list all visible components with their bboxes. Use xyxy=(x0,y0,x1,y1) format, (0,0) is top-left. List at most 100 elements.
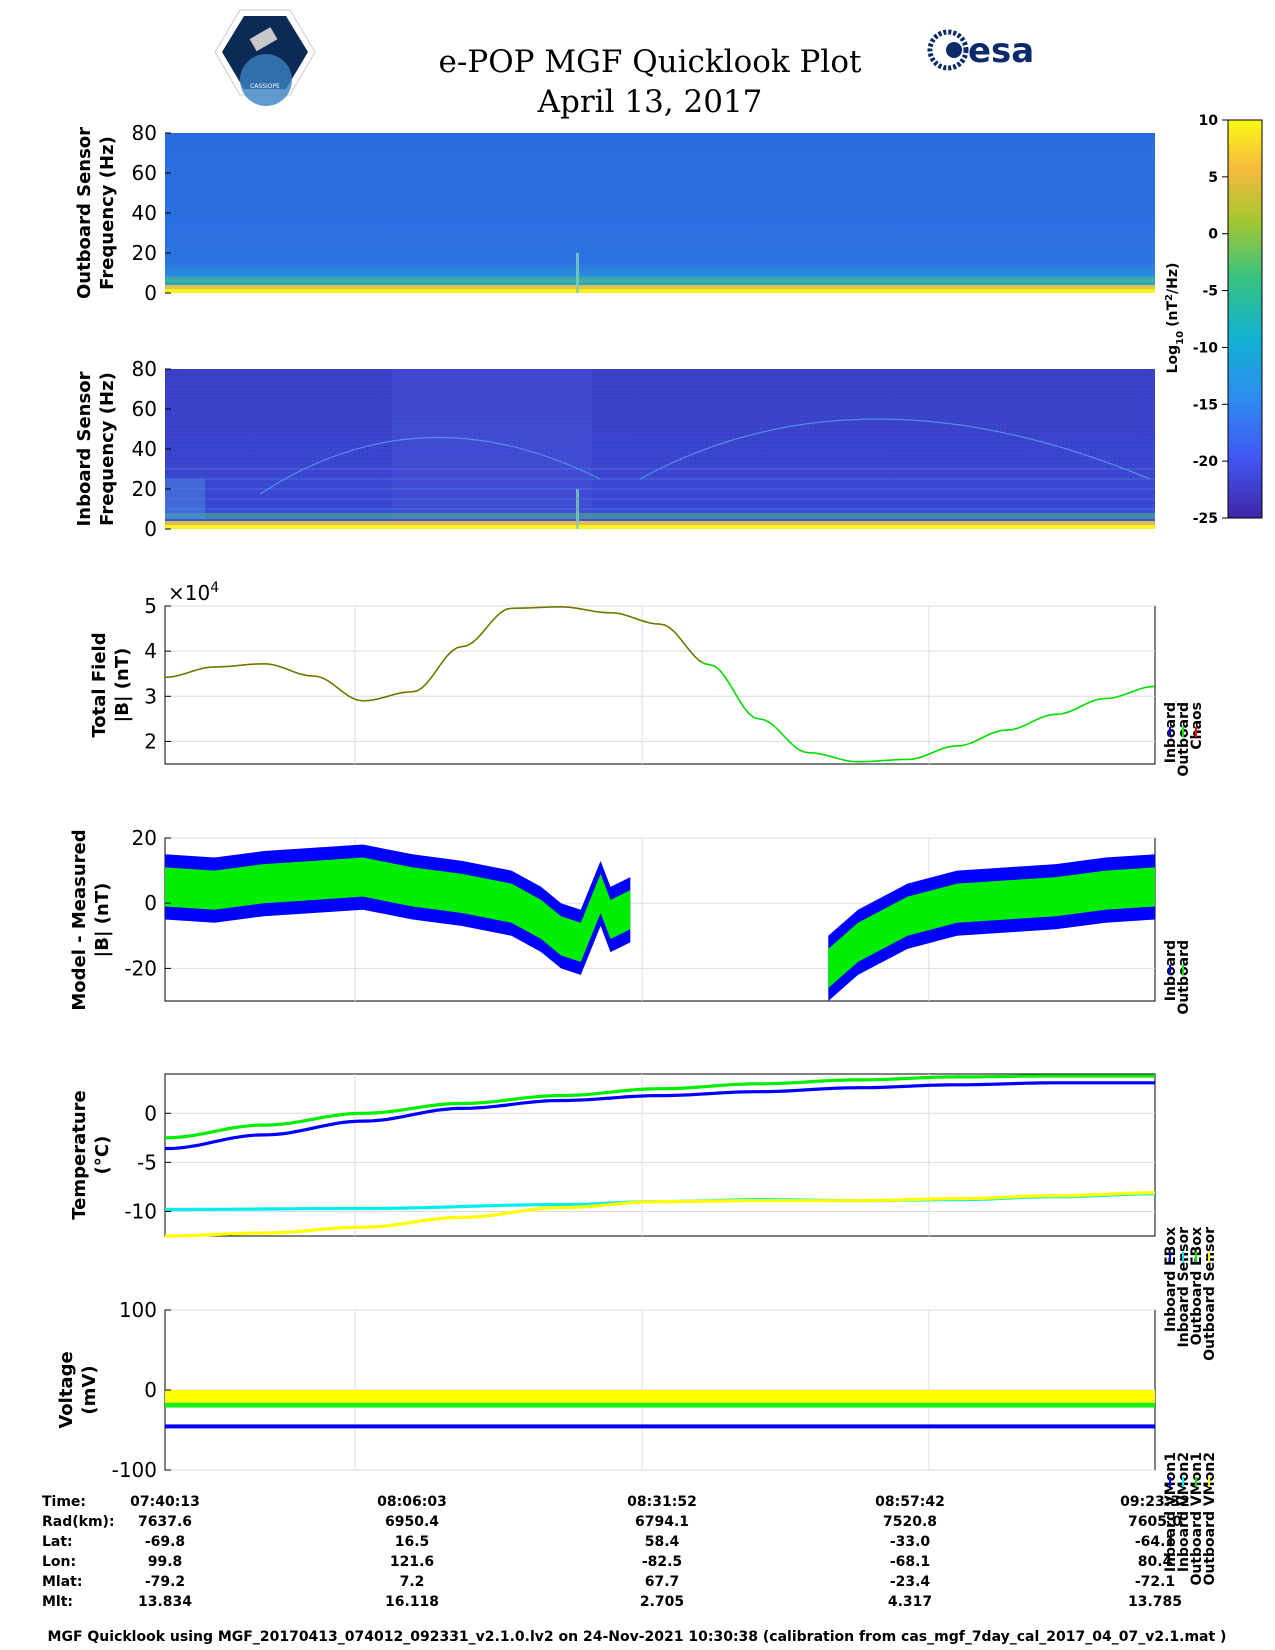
inboard-ytick-1: 20 xyxy=(132,477,157,501)
orbit-cell-5-1: 16.118 xyxy=(385,1594,439,1610)
colorbar-tick-4: -10 xyxy=(1193,340,1219,356)
orbit-cell-0-0: 07:40:13 xyxy=(130,1494,200,1510)
legend-inboard-vmon1: Inboard VMon1 xyxy=(1163,1452,1179,1572)
voltage-panel: -100 0 100 Voltage (mV) Inboard VMon1Inboa… xyxy=(56,1298,1218,1586)
temperature-ytick-1: -5 xyxy=(137,1150,157,1174)
legend-outboard: Outboard xyxy=(1176,940,1192,1015)
orbit-cell-5-2: 2.705 xyxy=(640,1594,684,1610)
colorbar-tick-5: -15 xyxy=(1193,397,1218,413)
colorbar-tick-3: -5 xyxy=(1202,284,1218,300)
temperature-line-outboard-sensor xyxy=(165,1191,1155,1238)
temperature-panel: -10 -5 0 Temperature (°C) Inboard EBoxInbo… xyxy=(69,1073,1218,1361)
voltage-ytick-1: 0 xyxy=(144,1378,157,1402)
outboard-ytick-3: 60 xyxy=(132,161,157,185)
colorbar-tick-0: 10 xyxy=(1199,113,1219,129)
total-field-ytick-1: 3 xyxy=(144,684,157,708)
temperature-line-outboard-ebox xyxy=(164,1074,1155,1140)
total-field-ytick-0: 2 xyxy=(144,729,157,753)
model-measured-ylabel-1: Model - Measured xyxy=(69,829,90,1010)
outboard-band-right xyxy=(828,867,1155,988)
outboard-ytick-2: 40 xyxy=(132,201,157,225)
total-field-exponent-base: ×10 xyxy=(168,581,210,605)
colorbar-tick-7: -25 xyxy=(1193,511,1218,527)
colorbar-tick-2: 0 xyxy=(1208,227,1218,243)
inboard-ytick-4: 80 xyxy=(132,357,157,381)
orbit-cell-1-1: 6950.4 xyxy=(385,1514,439,1530)
total-field-exponent-power: 4 xyxy=(210,580,219,596)
outboard-ytick-1: 20 xyxy=(132,241,157,265)
temperature-ytick-0: -10 xyxy=(124,1199,157,1223)
outboard-ytick-4: 80 xyxy=(132,121,157,145)
colorbar-tick-1: 5 xyxy=(1208,170,1218,186)
voltage-ytick-0: -100 xyxy=(112,1458,157,1482)
orbit-table: Time: 07:40:13 08:06:03 08:31:52 08:57:42 09:… xyxy=(42,1494,1190,1610)
temperature-ylabel-2: (°C) xyxy=(92,1136,113,1175)
inboard-spectrogram-panel: Inboard Sensor Frequency (Hz) 0 20 40 60 80 xyxy=(74,357,1155,541)
dc-band xyxy=(165,289,1155,293)
outboard-spectrogram-panel: Outboard Sensor Frequency (Hz) 0 20 40 60 80 xyxy=(74,121,1155,305)
cassiope-logo: CASSIOPE xyxy=(214,9,316,106)
outboard-vmon2-band xyxy=(165,1390,1155,1403)
title-line1: e-POP MGF Quicklook Plot xyxy=(439,44,862,80)
orbit-cell-1-4: 7605.0 xyxy=(1128,1514,1182,1530)
colorbar-tick-6: -20 xyxy=(1193,454,1219,470)
voltage-ytick-2: 100 xyxy=(119,1298,157,1322)
orbit-cell-5-0: 13.834 xyxy=(138,1594,192,1610)
inboard-vmon1-line xyxy=(165,1424,1155,1429)
inboard-ytick-3: 60 xyxy=(132,397,157,421)
dc-band xyxy=(165,525,1155,529)
esa-logo-text: esa xyxy=(968,31,1034,71)
colorbar-label-base: Log xyxy=(1165,345,1181,374)
orbit-cell-1-0: 7637.6 xyxy=(138,1514,192,1530)
esa-logo: esa xyxy=(927,29,1034,71)
outboard-band-left xyxy=(165,857,631,962)
orbit-cell-5-4: 13.785 xyxy=(1128,1594,1182,1610)
inboard-ytick-0: 0 xyxy=(144,517,157,541)
orbit-row-label-1: Rad(km): xyxy=(42,1514,115,1530)
orbit-row-label-2: Lat: xyxy=(42,1534,73,1550)
orbit-cell-0-1: 08:06:03 xyxy=(377,1494,447,1510)
orbit-cell-5-3: 4.317 xyxy=(888,1594,932,1610)
orbit-cell-3-1: 121.6 xyxy=(390,1554,434,1570)
orbit-cell-4-2: 67.7 xyxy=(645,1574,680,1590)
legend-outboard: Outboard xyxy=(1176,702,1192,777)
orbit-cell-1-3: 7520.8 xyxy=(883,1514,937,1530)
orbit-cell-4-1: 7.2 xyxy=(400,1574,425,1590)
orbit-cell-0-2: 08:31:52 xyxy=(627,1494,697,1510)
temperature-ytick-2: 0 xyxy=(144,1101,157,1125)
temperature-ylabel-1: Temperature xyxy=(69,1090,90,1219)
legend-outboard-ebox: Outboard EBox xyxy=(1189,1227,1205,1345)
inboard-ylabel-2: Frequency (Hz) xyxy=(97,372,118,526)
legend-outboard-vmon2: Outboard VMon2 xyxy=(1202,1452,1218,1586)
orbit-cell-4-4: -72.1 xyxy=(1135,1574,1175,1590)
model-measured-ytick-2: 20 xyxy=(132,826,157,850)
orbit-cell-3-4: 80.4 xyxy=(1138,1554,1173,1570)
voltage-ylabel-2: (mV) xyxy=(79,1365,100,1414)
orbit-cell-2-4: -64.1 xyxy=(1135,1534,1175,1550)
orbit-row-label-4: Mlat: xyxy=(42,1574,82,1590)
orbit-cell-4-0: -79.2 xyxy=(145,1574,185,1590)
svg-text:×104: ×104 xyxy=(168,580,219,605)
orbit-cell-3-2: -82.5 xyxy=(642,1554,682,1570)
total-field-ylabel-2: |B| (nT) xyxy=(112,648,133,723)
total-field-ytick-3: 5 xyxy=(144,594,157,618)
title-line2: April 13, 2017 xyxy=(537,84,763,120)
temperature-line-inboard-ebox xyxy=(164,1081,1155,1151)
orbit-cell-2-2: 58.4 xyxy=(645,1534,680,1550)
orbit-row-label-3: Lon: xyxy=(42,1554,76,1570)
outboard-ylabel-2: Frequency (Hz) xyxy=(97,136,118,290)
voltage-ylabel-1: Voltage xyxy=(56,1351,77,1428)
orbit-cell-2-3: -33.0 xyxy=(890,1534,931,1550)
inboard-ylabel-1: Inboard Sensor xyxy=(74,371,95,526)
orbit-cell-0-4: 09:23:32 xyxy=(1120,1494,1190,1510)
legend-outboard-sensor: Outboard Sensor xyxy=(1202,1227,1218,1361)
legend-inboard-sensor: Inboard Sensor xyxy=(1176,1227,1192,1348)
orbit-cell-1-2: 6794.1 xyxy=(635,1514,689,1530)
footer-text: MGF Quicklook using MGF_20170413_074012_… xyxy=(48,1629,1227,1645)
orbit-cell-0-3: 08:57:42 xyxy=(875,1494,945,1510)
orbit-cell-4-3: -23.4 xyxy=(890,1574,931,1590)
outboard-ylabel-1: Outboard Sensor xyxy=(74,127,95,299)
